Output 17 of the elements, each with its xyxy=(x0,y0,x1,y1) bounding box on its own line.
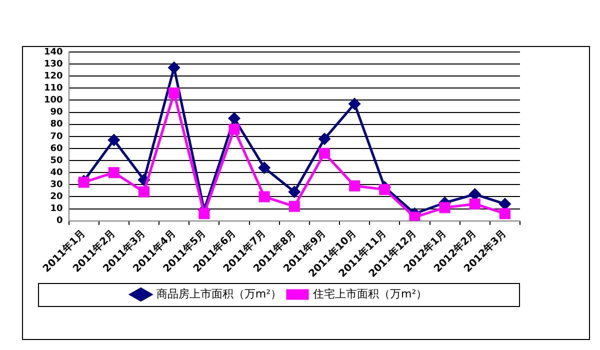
y-tick-label: 110 xyxy=(44,84,63,94)
y-tick-label: 90 xyxy=(50,108,63,118)
y-tick-label: 100 xyxy=(44,96,63,106)
y-tick-label: 120 xyxy=(44,71,63,82)
y-tick-label: 40 xyxy=(50,168,63,178)
legend-label: 住宅上市面积（万m²） xyxy=(313,287,428,300)
y-tick-label: 80 xyxy=(50,120,63,130)
legend-label: 商品房上市面积（万m²） xyxy=(156,287,282,300)
y-tick-label: 20 xyxy=(50,192,63,202)
y-tick-label: 0 xyxy=(56,216,63,226)
y-tick-label: 50 xyxy=(50,156,63,166)
y-tick-label: 70 xyxy=(50,132,63,142)
y-tick-label: 130 xyxy=(44,59,63,70)
y-tick-label: 60 xyxy=(50,144,63,154)
y-tick-label: 30 xyxy=(50,180,63,190)
y-tick-label: 10 xyxy=(50,204,63,214)
y-tick-label: 140 xyxy=(44,47,63,58)
